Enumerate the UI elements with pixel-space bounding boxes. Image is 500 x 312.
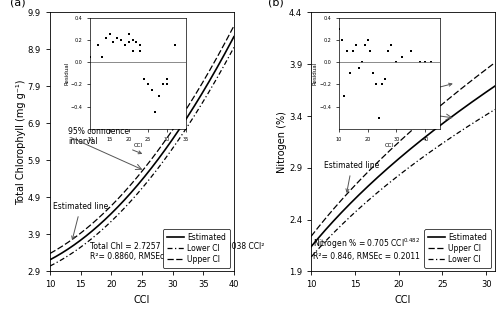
X-axis label: CCI: CCI: [395, 295, 411, 305]
Estimated: [69, 244, 75, 248]
Line: Lower CI: Lower CI: [311, 110, 495, 257]
X-axis label: CCI: CCI: [134, 295, 150, 305]
Text: (b): (b): [268, 0, 283, 7]
Upper CI: [107, 205, 113, 209]
Estimated: [330, 219, 336, 223]
Lower CI: [424, 153, 430, 156]
Line: Upper CI: Upper CI: [50, 26, 234, 253]
Upper CI: [492, 61, 498, 65]
Lower CI: [368, 196, 374, 200]
Lower CI: [162, 156, 168, 160]
Estimated: [180, 122, 186, 126]
Upper CI: [441, 101, 447, 105]
Lower CI: [492, 108, 498, 111]
Upper CI: [180, 111, 186, 115]
Lower CI: [69, 251, 75, 255]
Lower CI: [330, 231, 336, 235]
Upper CI: [330, 207, 336, 211]
Estimated: [441, 121, 447, 124]
Text: (a): (a): [10, 0, 26, 7]
Lower CI: [441, 140, 447, 144]
Upper CI: [231, 24, 237, 28]
Line: Upper CI: Upper CI: [311, 63, 495, 236]
Line: Lower CI: Lower CI: [50, 47, 234, 266]
Y-axis label: Nitrogen (%): Nitrogen (%): [278, 111, 287, 173]
Estimated: [381, 170, 387, 173]
Lower CI: [231, 46, 237, 49]
Estimated: [424, 134, 430, 138]
Estimated: [231, 35, 237, 39]
Estimated: [180, 121, 186, 124]
Lower CI: [442, 140, 448, 144]
Estimated: [308, 245, 314, 249]
Estimated: [47, 258, 53, 262]
Upper CI: [308, 234, 314, 238]
Estimated: [107, 213, 113, 217]
Estimated: [120, 200, 126, 203]
Estimated: [162, 147, 168, 151]
Text: 95% confidence
interval: 95% confidence interval: [346, 83, 452, 113]
Text: 95% confidence
interval: 95% confidence interval: [68, 127, 142, 154]
Upper CI: [120, 192, 126, 196]
Lower CI: [308, 255, 314, 259]
Lower CI: [180, 132, 186, 135]
Upper CI: [368, 167, 374, 171]
Lower CI: [381, 185, 387, 189]
Lower CI: [47, 264, 53, 268]
Text: Total Chl = 2.7257 + 0.011 CCI + 0.0038 CCI²
R²= 0.8860, RMSEc = 0.2383: Total Chl = 2.7257 + 0.011 CCI + 0.0038 …: [90, 242, 265, 261]
Upper CI: [162, 138, 168, 142]
Upper CI: [442, 100, 448, 104]
Estimated: [368, 182, 374, 185]
Lower CI: [180, 130, 186, 134]
Line: Estimated: Estimated: [50, 37, 234, 260]
Lower CI: [107, 221, 113, 224]
Estimated: [492, 84, 498, 88]
Legend: Estimated, Lower CI, Upper CI: Estimated, Lower CI, Upper CI: [163, 229, 230, 268]
Text: Nitrogen % = 0.705 CCI$^{0.482}$
R²= 0.846, RMSEc = 0.2011: Nitrogen % = 0.705 CCI$^{0.482}$ R²= 0.8…: [313, 236, 420, 261]
Upper CI: [424, 115, 430, 119]
Lower CI: [120, 208, 126, 212]
Text: Estimated line: Estimated line: [53, 202, 108, 239]
Upper CI: [180, 113, 186, 116]
Text: Estimated line: Estimated line: [324, 161, 380, 192]
Upper CI: [381, 154, 387, 158]
Line: Estimated: Estimated: [311, 86, 495, 247]
Legend: Estimated, Upper CI, Lower CI: Estimated, Upper CI, Lower CI: [424, 229, 491, 268]
Upper CI: [47, 251, 53, 255]
Y-axis label: Total Chlorophyll (mg g⁻¹): Total Chlorophyll (mg g⁻¹): [16, 79, 26, 205]
Estimated: [442, 120, 448, 124]
Upper CI: [69, 238, 75, 241]
